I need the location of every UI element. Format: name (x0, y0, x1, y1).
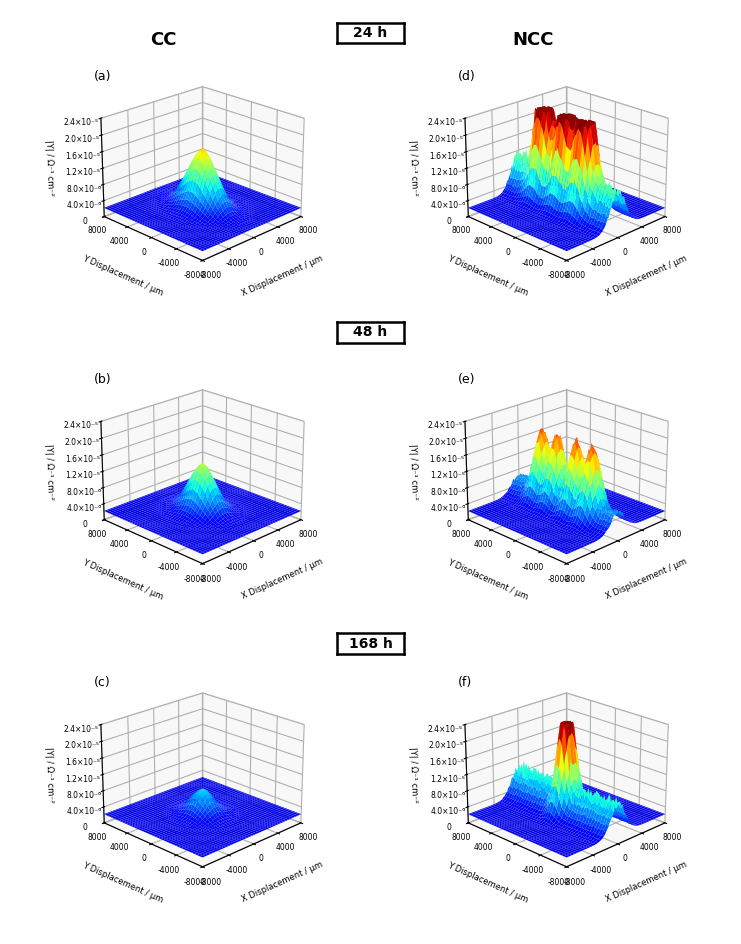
Text: (c): (c) (94, 677, 111, 689)
Y-axis label: Y Displacement / μm: Y Displacement / μm (82, 254, 165, 298)
Text: 48 h: 48 h (353, 326, 388, 339)
X-axis label: X Displacement / μm: X Displacement / μm (240, 557, 324, 601)
Text: (a): (a) (94, 70, 112, 83)
Y-axis label: Y Displacement / μm: Y Displacement / μm (445, 557, 529, 601)
X-axis label: X Displacement / μm: X Displacement / μm (240, 860, 324, 904)
Y-axis label: Y Displacement / μm: Y Displacement / μm (82, 861, 165, 904)
Text: 168 h: 168 h (348, 637, 393, 650)
X-axis label: X Displacement / μm: X Displacement / μm (604, 557, 688, 601)
X-axis label: X Displacement / μm: X Displacement / μm (240, 254, 324, 298)
Y-axis label: Y Displacement / μm: Y Displacement / μm (445, 254, 529, 298)
Text: (e): (e) (458, 373, 476, 386)
Y-axis label: Y Displacement / μm: Y Displacement / μm (445, 861, 529, 904)
Text: (b): (b) (94, 373, 112, 386)
X-axis label: X Displacement / μm: X Displacement / μm (604, 254, 688, 298)
Text: CC: CC (150, 30, 176, 49)
Text: (f): (f) (458, 677, 473, 689)
Text: (d): (d) (458, 70, 476, 83)
Y-axis label: Y Displacement / μm: Y Displacement / μm (82, 557, 165, 601)
X-axis label: X Displacement / μm: X Displacement / μm (604, 860, 688, 904)
Text: NCC: NCC (513, 30, 554, 49)
Text: 24 h: 24 h (353, 26, 388, 40)
